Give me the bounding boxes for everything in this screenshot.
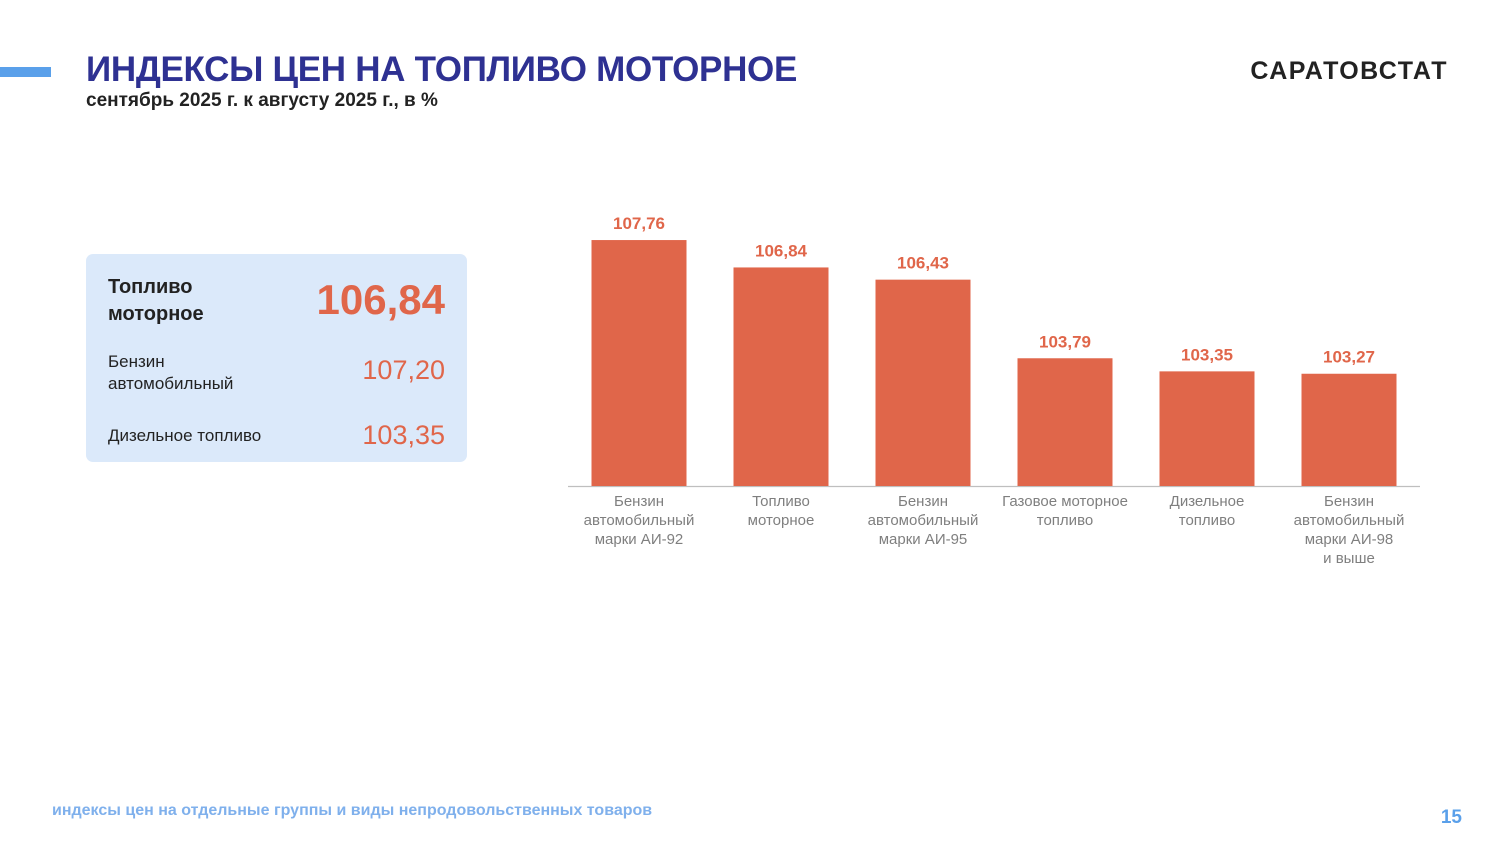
bar xyxy=(1301,373,1397,486)
category-label-line: топливо xyxy=(1179,512,1235,529)
category-label-line: автомобильный xyxy=(584,512,695,529)
summary-main-value: 106,84 xyxy=(316,276,445,323)
data-label: 103,79 xyxy=(1039,332,1091,351)
summary-row-value: 107,20 xyxy=(362,355,445,385)
summary-card: Топливо моторное 106,84 Бензин автомобил… xyxy=(86,254,467,462)
category-label-line: Топливо xyxy=(752,493,810,510)
data-label: 106,43 xyxy=(897,254,949,273)
footer-text: индексы цен на отдельные группы и виды н… xyxy=(52,802,653,819)
accent-bar xyxy=(0,67,51,77)
category-label-line: автомобильный xyxy=(868,512,979,529)
data-label: 103,35 xyxy=(1181,345,1233,364)
category-label-line: Бензин xyxy=(898,493,948,510)
page-title: ИНДЕКСЫ ЦЕН НА ТОПЛИВО МОТОРНОЕ xyxy=(86,50,798,89)
category-label: Дизельное топливо xyxy=(1170,493,1245,529)
data-label: 107,76 xyxy=(613,214,665,233)
category-label-line: марки АИ-98 xyxy=(1305,531,1394,548)
category-label-line: и выше xyxy=(1323,550,1375,567)
page-number: 15 xyxy=(1440,807,1462,828)
bar xyxy=(733,267,829,486)
category-label-line: Газовое моторное xyxy=(1002,493,1128,510)
category-label: Бензин автомобильный марки АИ-98 и выше xyxy=(1294,493,1405,567)
category-label-line: марки АИ-95 xyxy=(879,531,968,548)
category-label-line: Бензин xyxy=(1324,493,1374,510)
logo: САРАТОВСТАТ xyxy=(1250,57,1448,85)
summary-main-label: Топливо моторное xyxy=(108,276,204,325)
category-label: Бензин автомобильный марки АИ-92 xyxy=(584,493,695,548)
data-label: 106,84 xyxy=(755,241,808,260)
summary-row-value: 103,35 xyxy=(362,420,445,450)
category-label-line: марки АИ-92 xyxy=(595,531,684,548)
bar xyxy=(1159,371,1255,486)
category-label: Топливо моторное xyxy=(748,493,815,529)
summary-row-label: Бензин автомобильный xyxy=(108,352,234,393)
summary-row-gasoline: Бензин автомобильный 107,20 xyxy=(108,351,445,397)
summary-main-row: Топливо моторное 106,84 xyxy=(108,272,445,332)
category-label-line: Дизельное xyxy=(1170,493,1245,510)
category-label-line: моторное xyxy=(748,512,815,529)
bar-chart: 107,76 Бензин автомобильный марки АИ-92 106,… xyxy=(568,214,1420,567)
bar xyxy=(875,279,971,486)
bar xyxy=(591,240,687,486)
category-label-line: автомобильный xyxy=(1294,512,1405,529)
summary-row-diesel: Дизельное топливо 103,35 xyxy=(108,420,445,450)
data-label: 103,27 xyxy=(1323,348,1375,367)
page-subtitle: сентябрь 2025 г. к августу 2025 г., в % xyxy=(86,90,438,111)
category-label: Газовое моторное топливо xyxy=(1002,493,1128,529)
category-label-line: топливо xyxy=(1037,512,1093,529)
category-label: Бензин автомобильный марки АИ-95 xyxy=(868,493,979,548)
summary-row-label: Дизельное топливо xyxy=(108,426,262,445)
bar xyxy=(1017,358,1113,486)
category-label-line: Бензин xyxy=(614,493,664,510)
